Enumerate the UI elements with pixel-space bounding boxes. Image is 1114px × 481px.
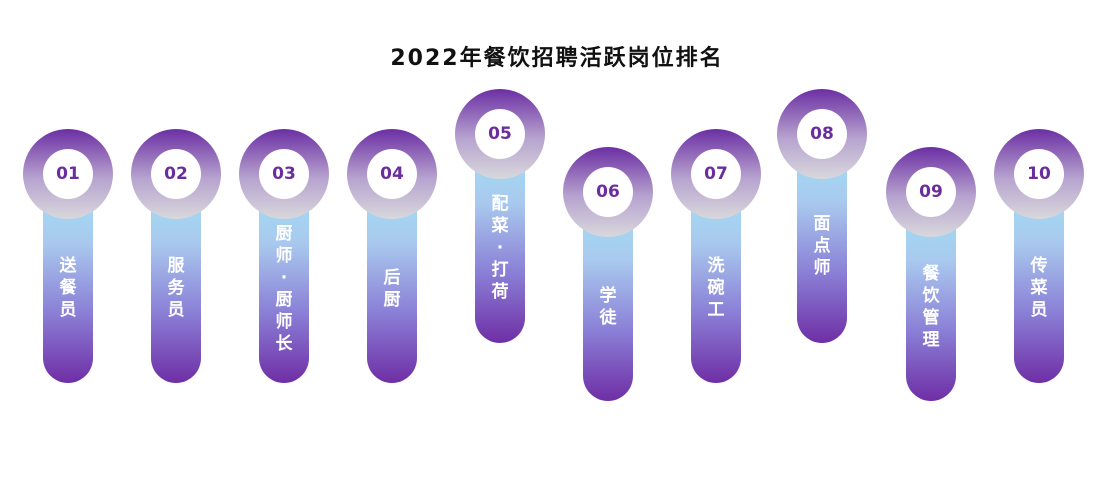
rank-number: 10 (1027, 164, 1051, 184)
rank-number: 07 (704, 164, 728, 184)
rank-number: 06 (596, 182, 620, 202)
rank-ring: 06 (563, 147, 653, 237)
position-label: 餐 饮 管 理 (922, 264, 940, 350)
rank-disc: 08 (797, 109, 847, 159)
rank-ring: 02 (131, 129, 221, 219)
position-label: 面 点 师 (813, 214, 831, 278)
rank-disc: 02 (151, 149, 201, 199)
rank-number: 02 (164, 164, 188, 184)
rank-number: 05 (488, 124, 512, 144)
position-label: 配 菜 · 打 荷 (491, 194, 509, 302)
position-label: 服 务 员 (167, 256, 185, 320)
rank-number: 04 (380, 164, 404, 184)
rank-ring: 05 (455, 89, 545, 179)
rank-ring: 04 (347, 129, 437, 219)
rank-ring: 09 (886, 147, 976, 237)
rank-disc: 07 (691, 149, 741, 199)
rank-disc: 03 (259, 149, 309, 199)
chart-title: 2022年餐饮招聘活跃岗位排名 (390, 46, 724, 71)
position-pill: 配 菜 · 打 荷 (475, 143, 525, 343)
position-label: 厨 师 · 厨 师 长 (275, 224, 293, 354)
rank-disc: 04 (367, 149, 417, 199)
rank-ring: 03 (239, 129, 329, 219)
rank-number: 03 (272, 164, 296, 184)
rank-number: 01 (56, 164, 80, 184)
position-label: 送 餐 员 (59, 256, 77, 320)
position-label: 学 徒 (599, 286, 617, 328)
rank-number: 09 (919, 182, 943, 202)
rank-disc: 01 (43, 149, 93, 199)
rank-ring: 07 (671, 129, 761, 219)
rank-disc: 10 (1014, 149, 1064, 199)
rank-disc: 06 (583, 167, 633, 217)
rank-number: 08 (810, 124, 834, 144)
rank-ring: 08 (777, 89, 867, 179)
position-pill: 餐 饮 管 理 (906, 201, 956, 401)
position-label: 后 厨 (383, 268, 401, 310)
rank-disc: 09 (906, 167, 956, 217)
position-label: 传 菜 员 (1030, 256, 1048, 320)
rank-disc: 05 (475, 109, 525, 159)
rank-ring: 01 (23, 129, 113, 219)
rank-ring: 10 (994, 129, 1084, 219)
position-label: 洗 碗 工 (707, 256, 725, 320)
